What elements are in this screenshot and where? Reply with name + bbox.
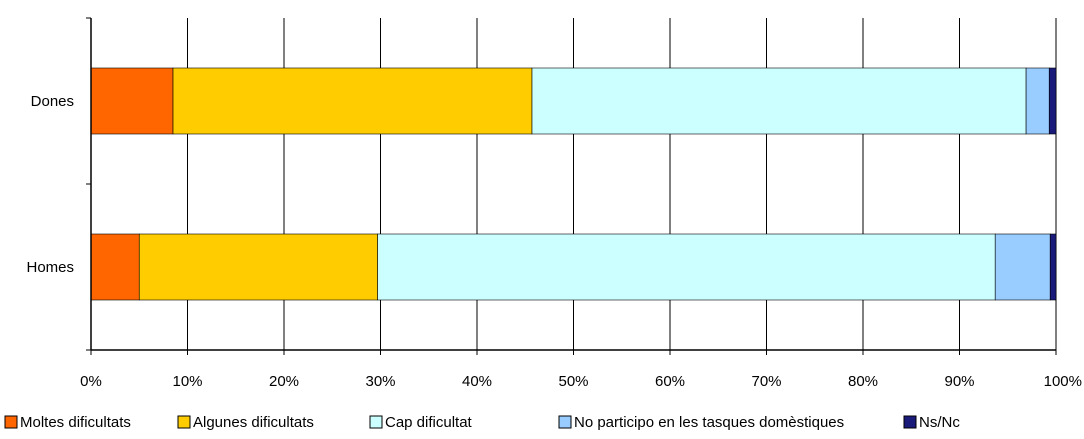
bar-segment [1048,67,1057,135]
bar-segment [90,233,140,301]
x-tick-labels: 0% 10% 20% 30% 40% 50% 60% 70% 80% 90% 100% [80,373,1082,390]
x-tick-label: 20% [269,373,299,390]
x-tick-label: 80% [848,373,878,390]
bar-segment [1049,233,1057,301]
x-tick-label: 10% [172,373,202,390]
x-tick-label: 0% [80,373,102,390]
x-tick-label: 40% [462,373,492,390]
x-tick-label: 50% [558,373,588,390]
legend-swatch [369,415,383,429]
legend-label: Ns/Nc [919,414,960,431]
legend-swatch [177,415,191,429]
category-labels: Dones Homes [26,93,74,276]
x-tick-label: 70% [751,373,781,390]
x-tick-label: 60% [655,373,685,390]
legend: Moltes dificultats Algunes dificultats Cap… [4,414,960,431]
axes [86,17,1057,355]
legend-swatch [558,415,572,429]
bar-segment [138,233,378,301]
bar-segment [531,67,1027,135]
legend-label: Cap dificultat [385,414,473,431]
legend-label: No participo en les tasques domèstiques [574,414,844,431]
x-tick-label: 30% [365,373,395,390]
x-tick-label: 100% [1044,373,1082,390]
x-tick-label: 90% [944,373,974,390]
bar-segment [994,233,1051,301]
legend-label: Moltes dificultats [20,414,131,431]
bar-segment [1025,67,1050,135]
category-label: Homes [26,259,74,276]
legend-label: Algunes dificultats [193,414,314,431]
legend-swatch [4,415,18,429]
bar-segment [90,67,174,135]
legend-swatch [903,415,917,429]
category-label: Dones [31,93,74,110]
bar-segment [172,67,533,135]
bars [90,67,1057,301]
bar-segment [377,233,996,301]
